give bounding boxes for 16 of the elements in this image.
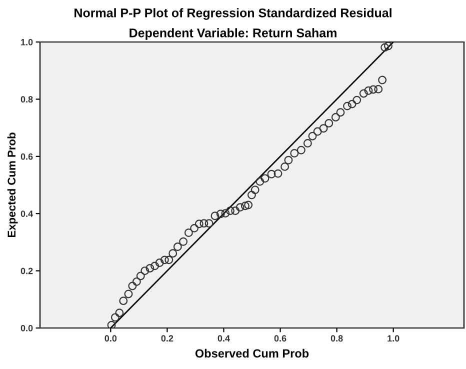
y-axis-title: Expected Cum Prob (7, 132, 18, 238)
chart-subtitle: Dependent Variable: Return Saham (130, 28, 336, 40)
x-tick-label: 0.0 (104, 335, 117, 342)
x-tick-label: 0.6 (274, 335, 286, 342)
y-tick-label: 0.4 (20, 210, 34, 217)
x-tick-label: 0.4 (218, 335, 230, 342)
x-axis-title: Observed Cum Prob (195, 348, 309, 358)
y-tick-label: 0.8 (20, 96, 33, 103)
x-tick-label: 1.0 (388, 335, 400, 342)
y-tick-label: 1.0 (21, 38, 33, 46)
x-tick-label: 0.8 (330, 335, 343, 342)
x-tick-label: 0.2 (161, 335, 174, 342)
y-tick-label: 0.0 (20, 324, 33, 332)
chart-title: Normal P-P Plot of Regression Standardized Residual (74, 8, 392, 20)
y-tick-label: 0.2 (20, 268, 33, 274)
y-tick-label: 0.6 (20, 153, 33, 160)
